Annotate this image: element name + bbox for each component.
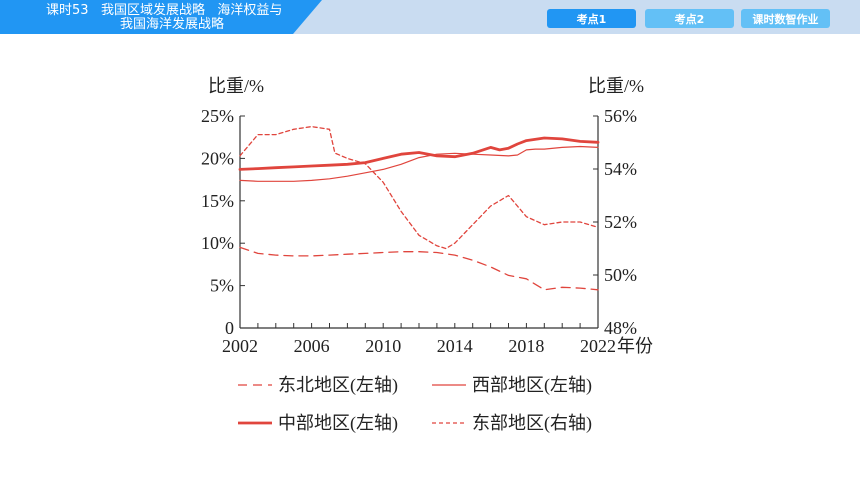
lesson-title-banner: 课时53 我国区域发展战略 海洋权益与 我国海洋发展战略 (0, 0, 322, 34)
series-line-3 (239, 125, 599, 250)
tab-kaodian-1[interactable]: 考点1 (547, 9, 636, 28)
legend-label: 西部地区(左轴) (472, 375, 592, 396)
x-axis-label: 年份 (617, 336, 653, 356)
y-left-tick-label: 5% (210, 276, 234, 296)
x-tick-label: 2022 (580, 336, 616, 356)
x-tick-label: 2018 (508, 336, 544, 356)
legend-label: 中部地区(左轴) (278, 413, 398, 434)
series-line-1 (239, 145, 599, 182)
x-tick-label: 2002 (222, 336, 258, 356)
y-right-tick-label: 56% (604, 106, 637, 126)
y-left-tick-label: 15% (201, 191, 234, 211)
y-right-tick-label: 54% (604, 159, 637, 179)
tab-kaodian-2[interactable]: 考点2 (645, 9, 734, 28)
lesson-title-line1: 课时53 我国区域发展战略 海洋权益与 (46, 3, 283, 18)
tab-homework[interactable]: 课时数智作业 (741, 9, 830, 28)
x-tick-label: 2006 (294, 336, 330, 356)
y-left-axis-label: 比重/% (208, 76, 264, 96)
legend-label: 东部地区(右轴) (472, 413, 592, 434)
series-line-2 (238, 136, 600, 171)
series-line-0 (239, 246, 599, 291)
y-right-tick-label: 50% (604, 265, 637, 285)
y-right-tick-label: 52% (604, 212, 637, 232)
x-tick-label: 2014 (437, 336, 473, 356)
y-left-tick-label: 10% (201, 233, 234, 253)
x-tick-label: 2010 (365, 336, 401, 356)
y-left-tick-label: 0 (225, 318, 234, 338)
y-left-tick-label: 25% (201, 106, 234, 126)
y-right-tick-label: 48% (604, 318, 637, 338)
legend-label: 东北地区(左轴) (278, 375, 398, 396)
lesson-title-line2: 我国海洋发展战略 (120, 17, 225, 32)
y-left-tick-label: 20% (201, 148, 234, 168)
y-right-axis-label: 比重/% (588, 76, 644, 96)
